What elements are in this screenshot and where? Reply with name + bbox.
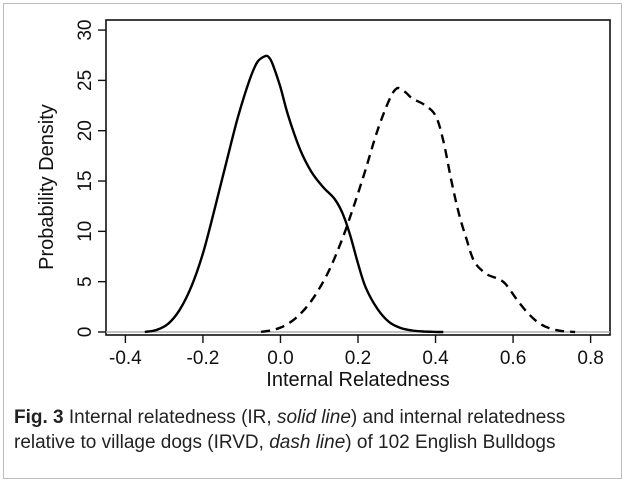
y-tick-label: 0 bbox=[75, 327, 96, 338]
x-axis-label: Internal Relatedness bbox=[266, 369, 449, 391]
x-tick-label: 0.0 bbox=[267, 348, 293, 369]
y-tick-label: 5 bbox=[75, 276, 96, 287]
dashed-density-line bbox=[260, 86, 576, 334]
density-chart: -0.4 -0.2 0.0 0.2 0.4 0.6 0.8 0 5 10 15 20 25 30 Inte… bbox=[36, 19, 611, 391]
y-tick-label: 25 bbox=[75, 70, 96, 91]
y-tick-label: 10 bbox=[75, 221, 96, 242]
caption-text-1: Internal relatedness (IR, bbox=[63, 407, 277, 428]
x-tick-label: 0.8 bbox=[577, 348, 603, 369]
caption-label: Fig. 3 bbox=[14, 407, 64, 428]
caption-emphasis-solid: solid line bbox=[276, 407, 351, 428]
caption-emphasis-dash: dash line bbox=[269, 432, 346, 453]
x-tick-label: 0.6 bbox=[500, 348, 526, 369]
x-tick-label: -0.4 bbox=[109, 348, 142, 369]
x-tick-label: -0.2 bbox=[187, 348, 220, 369]
plot-frame bbox=[105, 19, 611, 336]
axes: -0.4 -0.2 0.0 0.2 0.4 0.6 0.8 0 5 10 15 20 25 30 bbox=[75, 19, 611, 369]
y-tick-label: 30 bbox=[75, 19, 96, 40]
x-tick-label: 0.2 bbox=[345, 348, 371, 369]
y-axis-label: Probability Density bbox=[36, 104, 58, 270]
figure-caption: Fig. 3 Internal relatedness (IR, solid l… bbox=[14, 405, 614, 455]
series-layer bbox=[144, 54, 576, 334]
caption-text-3: ) of 102 English Bulldogs bbox=[345, 432, 556, 453]
caption-text-2: ) and internal relatedness relative to v… bbox=[14, 407, 566, 453]
y-tick-label: 15 bbox=[75, 170, 96, 191]
y-tick-label: 20 bbox=[75, 120, 96, 141]
x-tick-label: 0.4 bbox=[422, 348, 449, 369]
solid-density-line bbox=[144, 54, 444, 334]
